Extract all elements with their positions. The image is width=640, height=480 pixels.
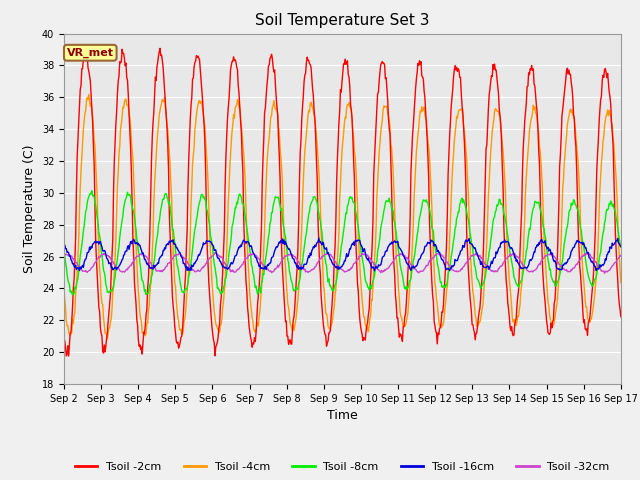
Tsoil -32cm (601, 270, 609, 276)
Tsoil -32cm (214, 252, 222, 258)
Tsoil -16cm (70, 263, 78, 269)
Tsoil -8cm (129, 206, 137, 212)
Tsoil -4cm (104, 336, 111, 342)
X-axis label: Time: Time (327, 409, 358, 422)
Tsoil -16cm (371, 268, 378, 274)
Tsoil -2cm (156, 46, 164, 51)
Tsoil -2cm (65, 353, 72, 359)
Tsoil -4cm (215, 328, 223, 334)
Tsoil -2cm (60, 338, 68, 344)
Tsoil -32cm (70, 257, 78, 263)
Tsoil -8cm (88, 188, 96, 193)
Tsoil -4cm (70, 313, 78, 319)
Tsoil -32cm (411, 265, 419, 271)
Title: Soil Temperature Set 3: Soil Temperature Set 3 (255, 13, 429, 28)
Tsoil -8cm (71, 285, 79, 290)
Tsoil -4cm (129, 156, 137, 162)
Tsoil -4cm (617, 280, 625, 286)
Tsoil -16cm (60, 244, 68, 250)
Tsoil -2cm (71, 258, 79, 264)
Tsoil -16cm (214, 254, 221, 260)
Tsoil -4cm (412, 164, 419, 170)
Tsoil -32cm (184, 261, 192, 266)
Tsoil -8cm (617, 244, 625, 250)
Tsoil -16cm (617, 243, 625, 249)
Line: Tsoil -8cm: Tsoil -8cm (64, 191, 621, 295)
Tsoil -8cm (68, 292, 76, 298)
Tsoil -16cm (315, 235, 323, 241)
Tsoil -4cm (60, 285, 68, 290)
Tsoil -2cm (428, 279, 436, 285)
Tsoil -2cm (186, 136, 193, 142)
Text: VR_met: VR_met (67, 48, 114, 58)
Tsoil -8cm (412, 244, 419, 250)
Tsoil -16cm (127, 239, 135, 244)
Tsoil -32cm (617, 253, 625, 259)
Tsoil -32cm (60, 252, 68, 258)
Tsoil -2cm (412, 85, 419, 91)
Tsoil -4cm (85, 92, 93, 97)
Tsoil -32cm (127, 263, 135, 268)
Line: Tsoil -2cm: Tsoil -2cm (64, 48, 621, 356)
Tsoil -16cm (184, 264, 192, 270)
Tsoil -4cm (186, 253, 193, 259)
Tsoil -16cm (428, 238, 436, 244)
Tsoil -8cm (428, 225, 436, 230)
Legend: Tsoil -2cm, Tsoil -4cm, Tsoil -8cm, Tsoil -16cm, Tsoil -32cm: Tsoil -2cm, Tsoil -4cm, Tsoil -8cm, Tsoi… (70, 457, 614, 477)
Tsoil -8cm (215, 287, 223, 293)
Line: Tsoil -32cm: Tsoil -32cm (64, 252, 621, 273)
Tsoil -4cm (428, 204, 436, 210)
Tsoil -16cm (412, 264, 419, 269)
Tsoil -32cm (428, 257, 435, 263)
Tsoil -2cm (617, 314, 625, 320)
Line: Tsoil -4cm: Tsoil -4cm (64, 95, 621, 339)
Tsoil -8cm (60, 249, 68, 254)
Tsoil -8cm (186, 271, 193, 277)
Tsoil -2cm (128, 200, 136, 205)
Tsoil -2cm (215, 325, 223, 331)
Line: Tsoil -16cm: Tsoil -16cm (64, 238, 621, 271)
Tsoil -32cm (211, 250, 219, 255)
Y-axis label: Soil Temperature (C): Soil Temperature (C) (23, 144, 36, 273)
